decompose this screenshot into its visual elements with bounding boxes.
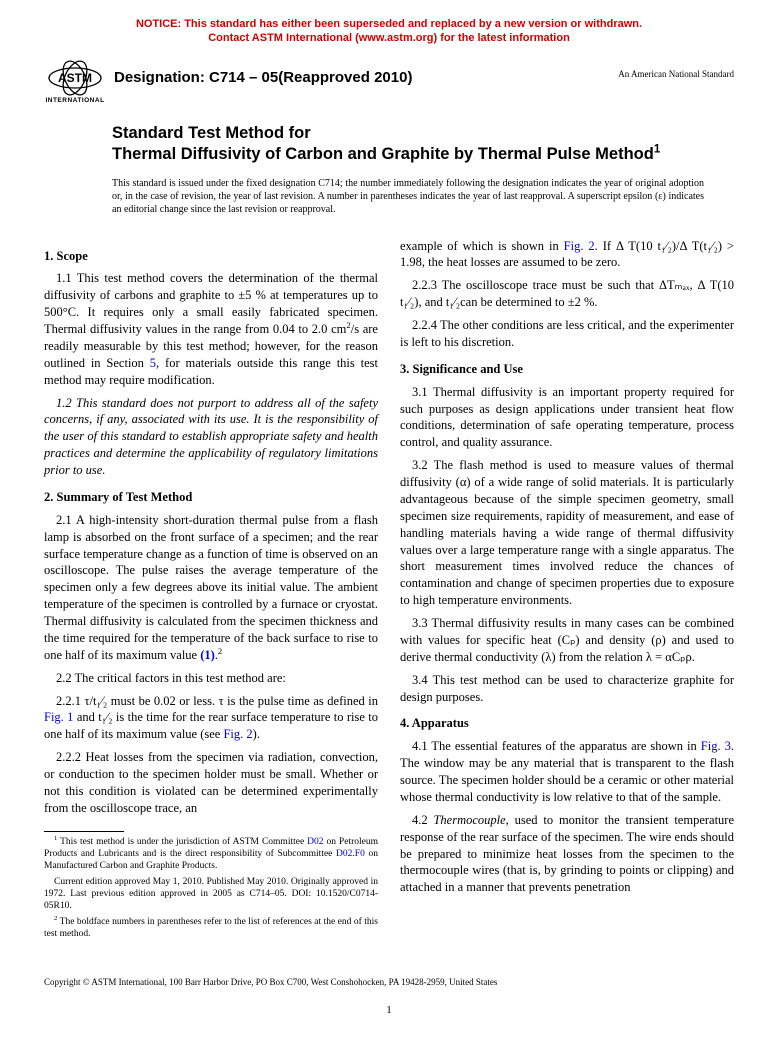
- para-2-2-2: 2.2.2 Heat losses from the specimen via …: [44, 749, 378, 817]
- fig-2-link-2[interactable]: Fig. 2: [564, 239, 595, 253]
- para-2-2-3: 2.2.3 The oscilloscope trace must be suc…: [400, 277, 734, 311]
- title-prefix: Standard Test Method for: [112, 124, 311, 142]
- designation: Designation: C714 – 05(Reapproved 2010): [114, 69, 412, 86]
- para-3-3: 3.3 Thermal diffusivity results in many …: [400, 615, 734, 666]
- notice-banner: NOTICE: This standard has either been su…: [44, 18, 734, 46]
- copyright: Copyright © ASTM International, 100 Barr…: [44, 976, 734, 988]
- footnote-2: 2 The boldface numbers in parentheses re…: [44, 916, 378, 941]
- designation-block: Designation: C714 – 05(Reapproved 2010): [106, 56, 618, 88]
- fig-1-link[interactable]: Fig. 1: [44, 710, 73, 724]
- section-2-head: 2. Summary of Test Method: [44, 489, 378, 506]
- para-4-2: 4.2 Thermocouple, used to monitor the tr…: [400, 812, 734, 896]
- issuance-note: This standard is issued under the fixed …: [112, 177, 704, 216]
- footnote-1-cont: Current edition approved May 1, 2010. Pu…: [44, 876, 378, 913]
- para-2-2-2-cont: example of which is shown in Fig. 2. If …: [400, 238, 734, 272]
- para-3-4: 3.4 This test method can be used to char…: [400, 672, 734, 706]
- section-3-head: 3. Significance and Use: [400, 361, 734, 378]
- footnotes: 1 This test method is under the jurisdic…: [44, 836, 378, 941]
- document-title: Standard Test Method for Thermal Diffusi…: [112, 123, 734, 164]
- fig-3-link[interactable]: Fig. 3: [701, 739, 731, 753]
- para-1-1: 1.1 This test method covers the determin…: [44, 270, 378, 388]
- para-2-2-1: 2.2.1 τ/t₁⁄₂ must be 0.02 or less. τ is …: [44, 693, 378, 744]
- para-2-2: 2.2 The critical factors in this test me…: [44, 670, 378, 687]
- svg-text:ASTM: ASTM: [58, 71, 92, 85]
- para-4-1: 4.1 The essential features of the appara…: [400, 738, 734, 806]
- d02f0-link[interactable]: D02.F0: [336, 849, 365, 859]
- para-2-1: 2.1 A high-intensity short-duration ther…: [44, 512, 378, 664]
- astm-logo-icon: ASTM: [47, 56, 103, 96]
- para-3-2: 3.2 The flash method is used to measure …: [400, 457, 734, 609]
- header-row: ASTM INTERNATIONAL Designation: C714 – 0…: [44, 56, 734, 106]
- section-4-head: 4. Apparatus: [400, 715, 734, 732]
- footnote-rule: [44, 831, 124, 832]
- footnote-1: 1 This test method is under the jurisdic…: [44, 836, 378, 873]
- fig-2-link[interactable]: Fig. 2: [223, 727, 252, 741]
- title-block: Standard Test Method for Thermal Diffusi…: [112, 123, 734, 164]
- ref-1-link[interactable]: (1): [200, 648, 215, 662]
- d02-link[interactable]: D02: [307, 837, 323, 847]
- logo-text: INTERNATIONAL: [44, 97, 106, 106]
- body-columns: 1. Scope 1.1 This test method covers the…: [44, 238, 734, 941]
- notice-line-2: Contact ASTM International (www.astm.org…: [208, 32, 570, 44]
- astm-logo: ASTM INTERNATIONAL: [44, 56, 106, 106]
- para-3-1: 3.1 Thermal diffusivity is an important …: [400, 384, 734, 452]
- section-1-head: 1. Scope: [44, 248, 378, 265]
- ans-label: An American National Standard: [618, 56, 734, 80]
- title-sup: 1: [654, 143, 660, 155]
- page-number: 1: [44, 1003, 734, 1018]
- title-main: Thermal Diffusivity of Carbon and Graphi…: [112, 145, 654, 163]
- notice-line-1: NOTICE: This standard has either been su…: [136, 18, 642, 30]
- para-2-2-4: 2.2.4 The other conditions are less crit…: [400, 317, 734, 351]
- para-1-2: 1.2 This standard does not purport to ad…: [44, 395, 378, 479]
